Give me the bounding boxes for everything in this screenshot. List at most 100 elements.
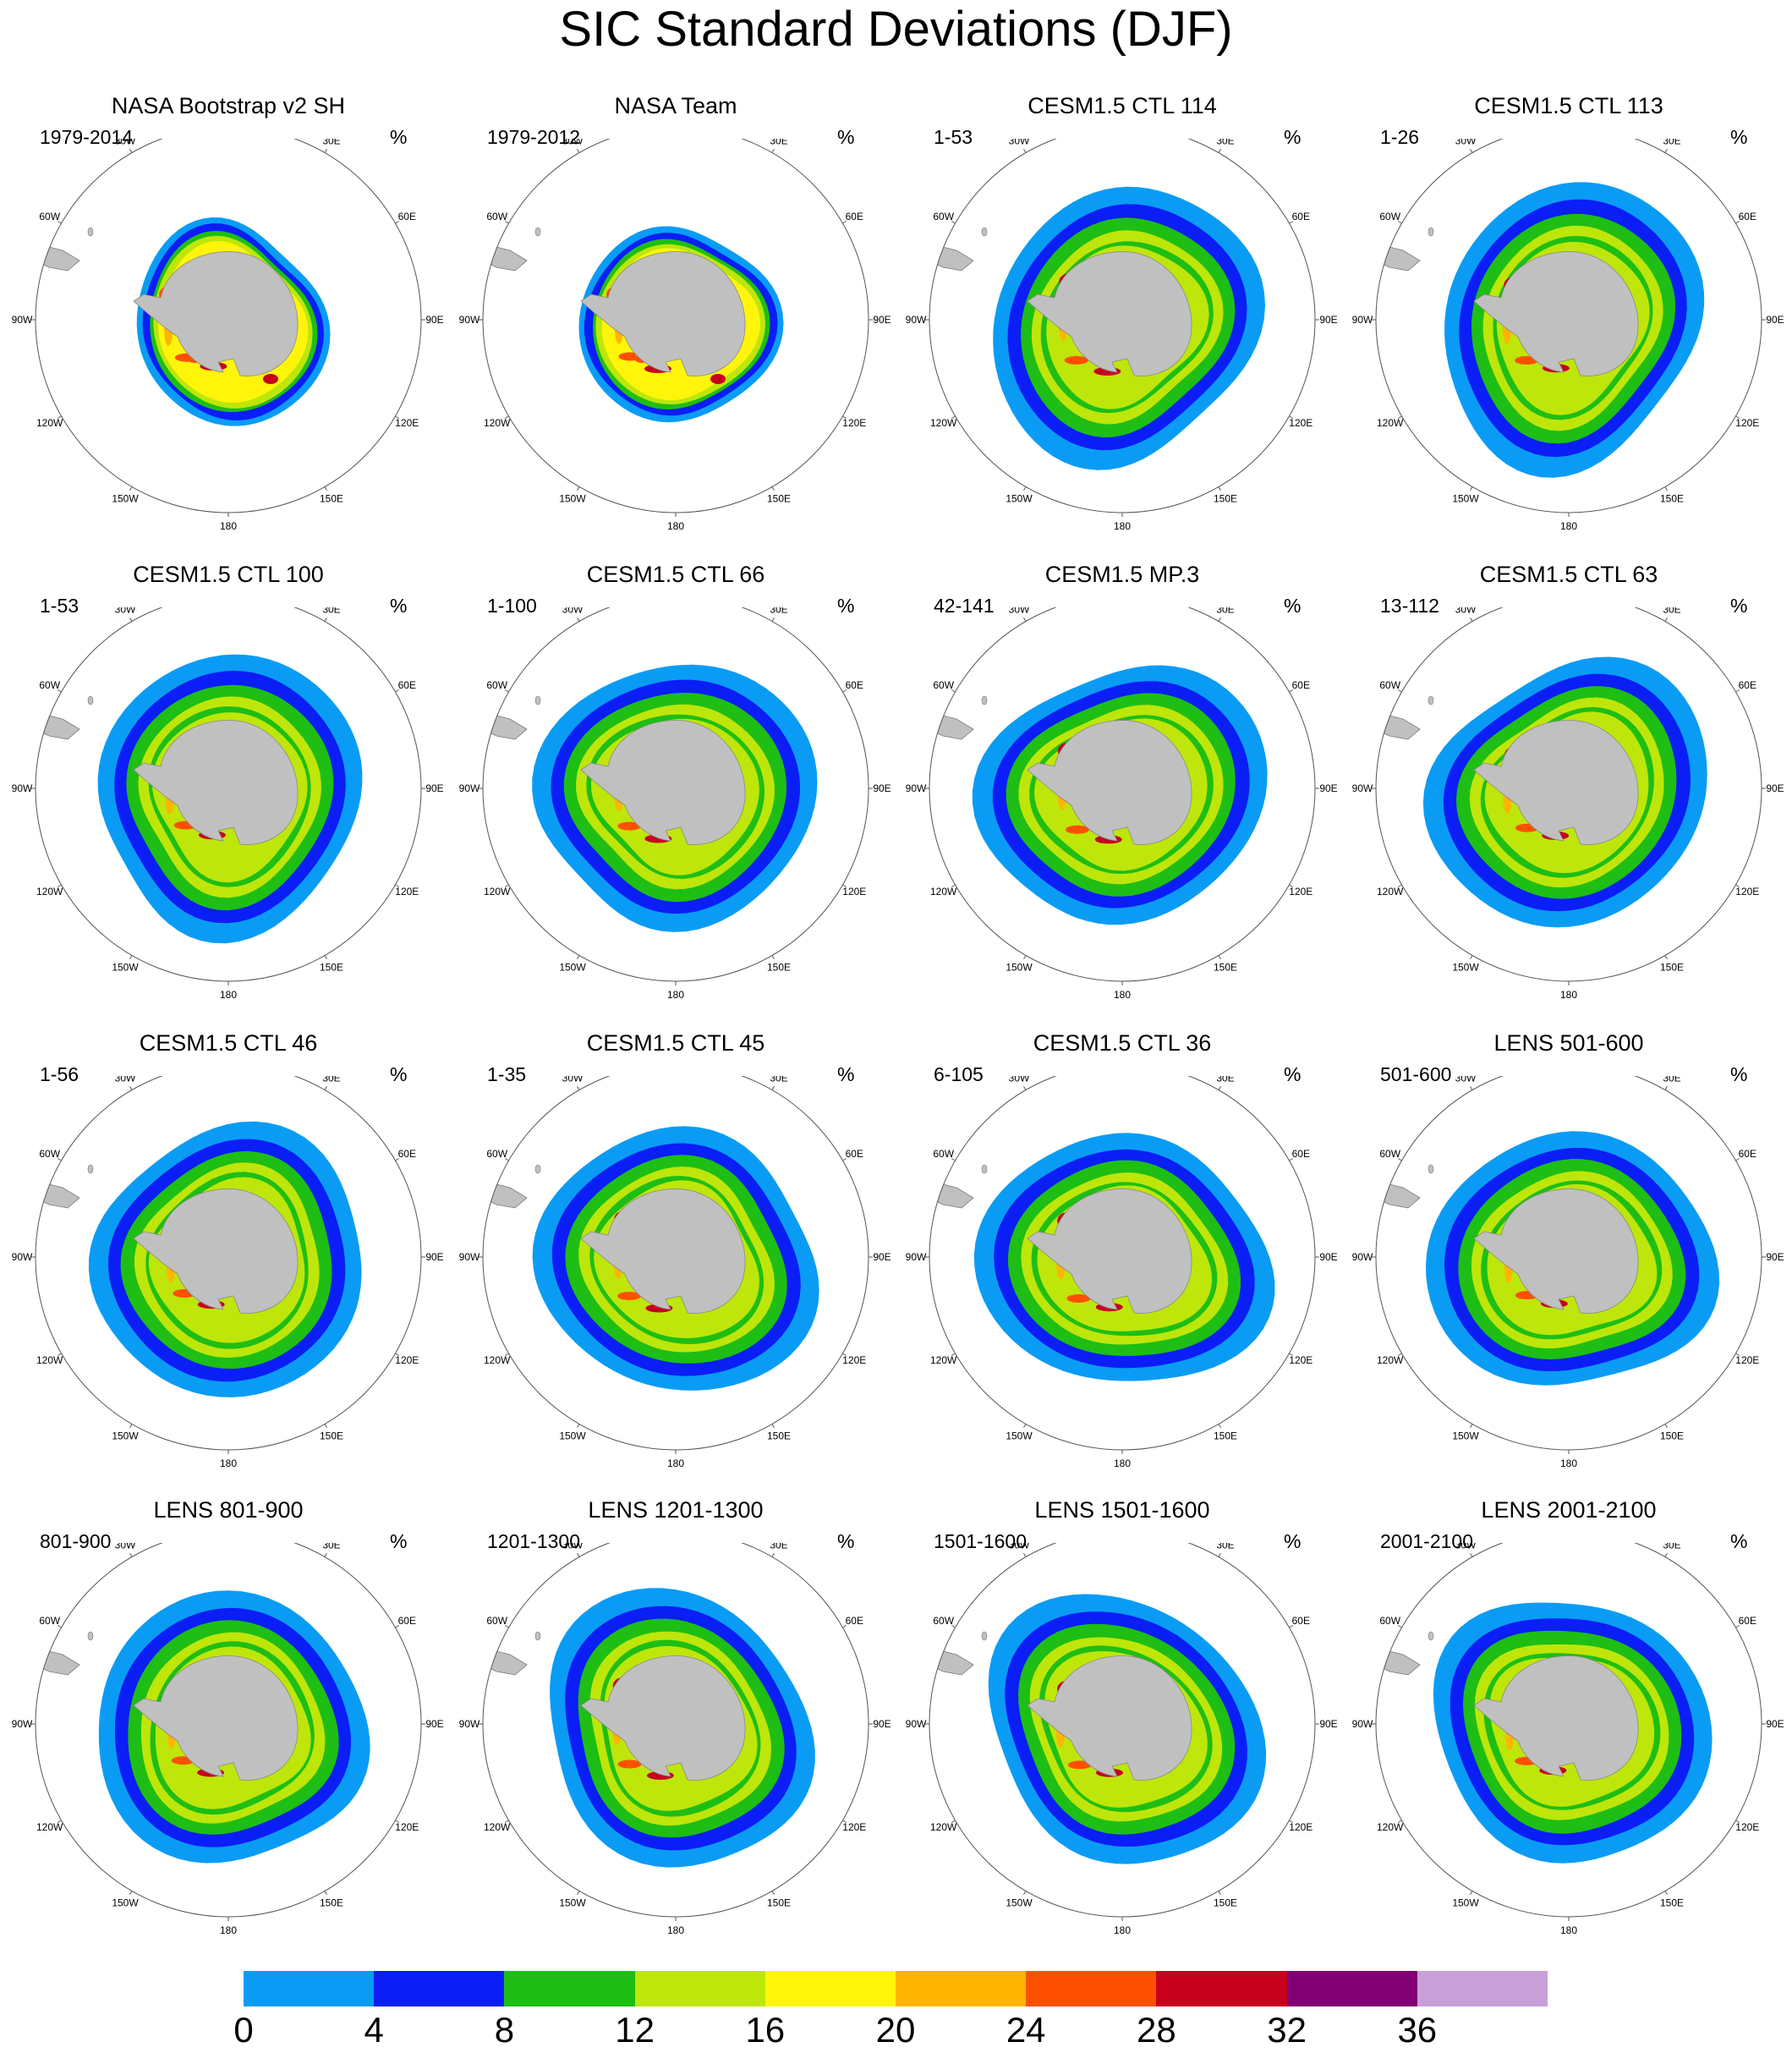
longitude-tick <box>1289 884 1294 887</box>
panel-period: 1-26 <box>1380 126 1420 148</box>
longitude-label: 120E <box>1735 1821 1759 1833</box>
longitude-tick <box>1470 1891 1473 1896</box>
longitude-tick <box>129 1085 133 1090</box>
longitude-tick <box>771 1424 775 1429</box>
longitude-tick <box>57 1158 62 1161</box>
longitude-tick <box>1735 415 1740 419</box>
longitude-label: 30E <box>1663 139 1680 147</box>
island-landmass <box>534 1631 541 1641</box>
colorbar-tick-label: 24 <box>1006 2010 1046 2050</box>
longitude-label: 150W <box>559 1897 586 1908</box>
longitude-label: 90W <box>906 782 927 794</box>
longitude-label: 150E <box>1660 492 1684 504</box>
longitude-label: 120E <box>842 1821 866 1833</box>
panel-unit: % <box>1730 595 1748 617</box>
longitude-label: 30W <box>562 1076 584 1084</box>
longitude-tick <box>771 1552 775 1557</box>
longitude-tick <box>395 1820 400 1823</box>
new-zealand-landmass <box>1191 500 1204 513</box>
longitude-tick <box>1289 1820 1294 1823</box>
longitude-label: 30E <box>1216 1076 1234 1084</box>
longitude-label: 60E <box>1739 211 1756 222</box>
longitude-tick <box>771 1085 775 1090</box>
longitude-label: 150W <box>112 492 139 504</box>
longitude-tick <box>504 415 509 419</box>
longitude-label: 30E <box>1663 607 1680 616</box>
longitude-tick <box>1397 415 1402 419</box>
longitude-tick <box>395 221 400 224</box>
figure-title: SIC Standard Deviations (DJF) <box>559 2 1233 57</box>
longitude-label: 30E <box>770 139 787 147</box>
longitude-tick <box>1397 689 1402 693</box>
longitude-tick <box>842 1353 847 1356</box>
antarctica-landmass <box>133 720 299 845</box>
panel-unit: % <box>1730 1063 1748 1085</box>
longitude-tick <box>324 1085 327 1090</box>
longitude-tick <box>1735 221 1740 224</box>
longitude-label: 60E <box>1292 1148 1310 1160</box>
longitude-tick <box>577 1424 580 1429</box>
colorbar-segment <box>504 1971 636 2006</box>
panel-title: CESM1.5 CTL 100 <box>133 562 324 587</box>
antarctica-landmass <box>1027 720 1192 845</box>
longitude-label: 90E <box>873 1251 891 1263</box>
longitude-label: 150W <box>1452 961 1479 973</box>
longitude-tick <box>1218 148 1221 153</box>
longitude-tick <box>57 884 62 887</box>
map-panel: LENS 1201-13001201-1300%030E60E90E120E15… <box>452 1496 900 1963</box>
longitude-tick <box>1218 617 1221 622</box>
longitude-label: 90W <box>12 1718 33 1730</box>
antarctica-landmass <box>580 1655 746 1781</box>
longitude-label: 150E <box>320 492 343 504</box>
longitude-tick <box>1470 617 1473 622</box>
longitude-tick <box>577 1891 580 1896</box>
longitude-label: 90E <box>1766 1251 1784 1263</box>
panel-unit: % <box>1284 595 1302 617</box>
longitude-tick <box>57 1353 62 1356</box>
longitude-label: 150E <box>1660 1897 1684 1908</box>
longitude-label: 90E <box>1319 1718 1337 1730</box>
longitude-tick <box>1023 955 1027 960</box>
panel-title: CESM1.5 MP.3 <box>1044 562 1200 587</box>
panel-unit: % <box>390 126 408 148</box>
longitude-label: 120E <box>1289 886 1312 898</box>
polar-stereographic-map: 030E60E90E120E150E180150W120W90W60W30W <box>906 1543 1338 1936</box>
longitude-tick <box>842 689 847 693</box>
longitude-label: 60E <box>1739 679 1756 691</box>
longitude-label: 60W <box>486 1148 507 1160</box>
longitude-tick <box>951 1353 956 1356</box>
longitude-tick <box>577 955 580 960</box>
longitude-label: 180 <box>220 1924 237 1936</box>
longitude-label: 60E <box>398 679 416 691</box>
longitude-label: 180 <box>220 989 237 1001</box>
new-zealand-landmass <box>744 1437 758 1450</box>
polar-stereographic-map: 030E60E90E120E150E180150W120W90W60W30W <box>459 139 891 532</box>
longitude-tick <box>395 1158 400 1161</box>
longitude-label: 120W <box>36 886 63 898</box>
longitude-tick <box>1289 1353 1294 1356</box>
colorbar-segment <box>374 1971 505 2006</box>
longitude-tick <box>1023 1891 1027 1896</box>
colorbar-segment <box>896 1971 1027 2006</box>
longitude-tick <box>842 221 847 224</box>
longitude-label: 90E <box>425 782 443 794</box>
panel-title: CESM1.5 CTL 66 <box>586 562 765 587</box>
longitude-label: 150E <box>767 1897 791 1908</box>
panel-unit: % <box>1730 1530 1748 1552</box>
longitude-tick <box>324 486 327 491</box>
longitude-label: 90E <box>425 314 443 326</box>
longitude-tick <box>1397 1820 1402 1823</box>
longitude-tick <box>1470 1424 1473 1429</box>
island-landmass <box>534 1164 541 1174</box>
new-zealand-landmass <box>1637 500 1651 513</box>
island-landmass <box>87 227 94 237</box>
longitude-tick <box>577 148 580 153</box>
longitude-label: 150E <box>767 961 791 973</box>
longitude-tick <box>1664 955 1668 960</box>
colorbar-segment <box>764 1971 896 2006</box>
panel-title: CESM1.5 CTL 113 <box>1474 93 1663 118</box>
longitude-label: 60W <box>486 1615 507 1627</box>
island-landmass <box>981 227 988 237</box>
longitude-label: 90E <box>1766 782 1784 794</box>
